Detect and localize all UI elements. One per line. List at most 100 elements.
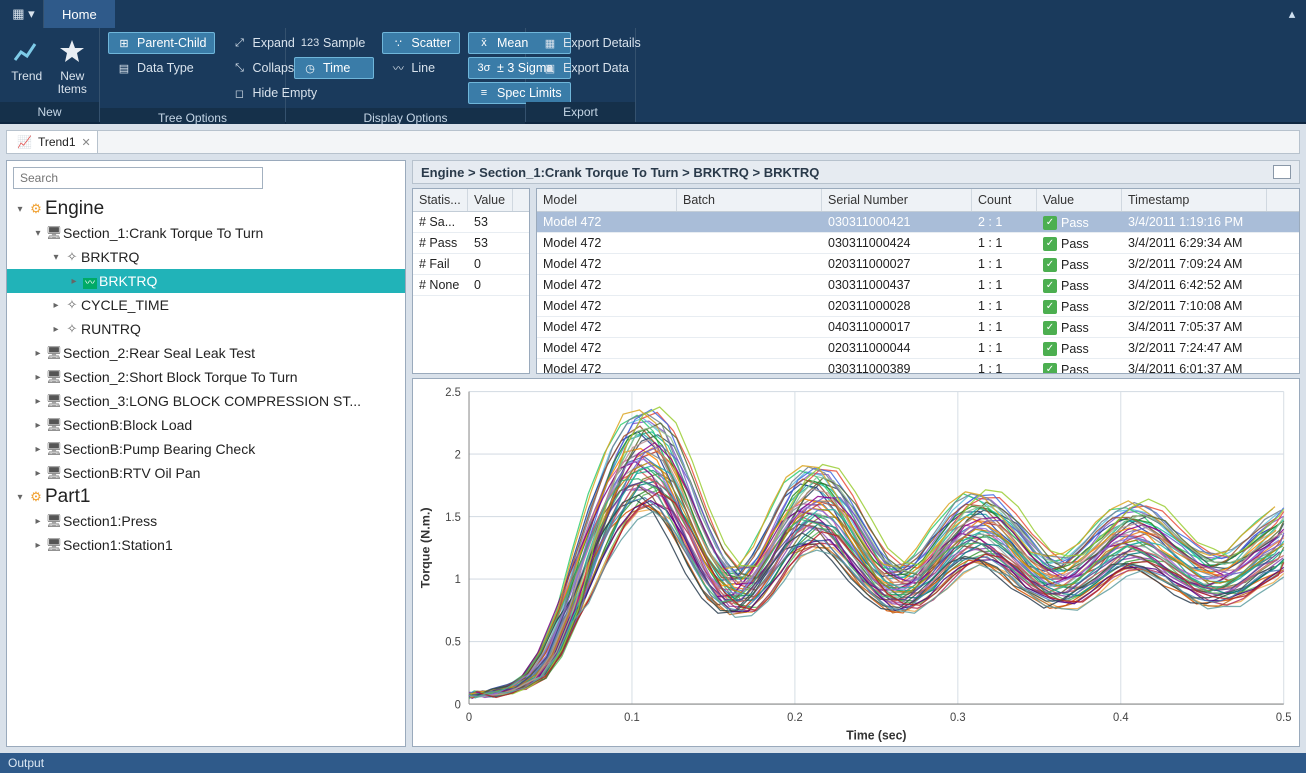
hide-icon: ◻ [232,86,246,100]
svg-text:2.5: 2.5 [445,387,461,399]
search-input[interactable] [13,167,263,189]
cell: ✓Pass [1037,340,1122,356]
group-new-label: New [0,102,99,122]
time-label: Time [323,61,350,75]
sample-label: Sample [323,36,365,50]
tree-expander[interactable]: ▾ [13,492,27,503]
close-tab-button[interactable]: ✕ [82,136,91,149]
tree-item[interactable]: ▾✧BRKTRQ [7,245,405,269]
cell: 1 : 1 [972,362,1037,373]
cell: ✓Pass [1037,298,1122,314]
table-row[interactable]: # None0 [413,275,529,296]
column-header[interactable]: Statis... [413,189,468,211]
tree-item[interactable]: ▸🖥Section1:Press [7,509,405,533]
parent-child-label: Parent-Child [137,36,206,50]
table-row[interactable]: Model 4720403110000171 : 1✓Pass3/4/2011 … [537,317,1299,338]
table-row[interactable]: Model 4720203110000281 : 1✓Pass3/2/2011 … [537,296,1299,317]
column-header[interactable]: Count [972,189,1037,211]
tree-expander[interactable]: ▸ [31,420,45,431]
tree-expander[interactable]: ▾ [31,228,45,239]
tree-item[interactable]: ▸🖥Section_2:Rear Seal Leak Test [7,341,405,365]
time-button[interactable]: ◷Time [294,57,374,79]
tree-item[interactable]: ▸〰BRKTRQ [7,269,405,293]
svg-text:0.2: 0.2 [787,712,803,724]
tree-expander[interactable]: ▸ [31,516,45,527]
tree-item[interactable]: ▾⚙Engine [7,197,405,221]
doc-tab-trend1[interactable]: 📈 Trend1 ✕ [7,131,98,153]
check-icon: ✓ [1043,279,1057,293]
data-type-button[interactable]: ▤Data Type [108,57,215,79]
restore-window-button[interactable] [1273,165,1291,179]
sample-button[interactable]: 123Sample [294,32,374,54]
tree-item[interactable]: ▸✧CYCLE_TIME [7,293,405,317]
tree-expander[interactable]: ▸ [31,372,45,383]
column-header[interactable]: Timestamp [1122,189,1267,211]
workspace: 📈 Trend1 ✕ ▾⚙Engine▾🖥Section_1:Crank Tor… [0,124,1306,753]
parent-child-button[interactable]: ⊞Parent-Child [108,32,215,54]
cell: 53 [468,236,513,250]
column-header[interactable]: Value [1037,189,1122,211]
export-details-label: Export Details [563,36,641,50]
line-button[interactable]: 〰Line [382,57,460,79]
tree-node-label: BRKTRQ [99,273,157,289]
column-header[interactable]: Value [468,189,513,211]
doc-tab-label: Trend1 [38,135,76,149]
tree-item[interactable]: ▸✧RUNTRQ [7,317,405,341]
table-row[interactable]: Model 4720303110003891 : 1✓Pass3/4/2011 … [537,359,1299,373]
table-row[interactable]: Model 4720203110000271 : 1✓Pass3/2/2011 … [537,254,1299,275]
tree-expander[interactable]: ▸ [67,276,81,287]
tree-item[interactable]: ▸🖥SectionB:Block Load [7,413,405,437]
tree-expander[interactable]: ▸ [49,324,63,335]
cell: 030311000389 [822,362,972,373]
column-header[interactable]: Model [537,189,677,211]
export-data-button[interactable]: ▣Export Data [534,57,650,79]
export-details-icon: ▦ [543,36,557,50]
tree-node-icon: 🖥 [45,441,63,457]
column-header[interactable]: Batch [677,189,822,211]
tree-expander[interactable]: ▸ [31,540,45,551]
scatter-button[interactable]: ∵Scatter [382,32,460,54]
tree-expander[interactable]: ▸ [49,300,63,311]
tree-expander[interactable]: ▾ [49,252,63,263]
cell: 1 : 1 [972,278,1037,292]
tree-item[interactable]: ▸🖥SectionB:RTV Oil Pan [7,461,405,485]
cell: 020311000028 [822,299,972,313]
tree-item[interactable]: ▸🖥Section1:Station1 [7,533,405,557]
cell: ✓Pass [1037,277,1122,293]
tree-item[interactable]: ▸🖥Section_3:LONG BLOCK COMPRESSION ST... [7,389,405,413]
table-row[interactable]: Model 4720303110004212 : 1✓Pass3/4/2011 … [537,212,1299,233]
new-items-button[interactable]: NewItems [54,32,92,96]
tree[interactable]: ▾⚙Engine▾🖥Section_1:Crank Torque To Turn… [7,195,405,746]
tree-expander[interactable]: ▸ [31,468,45,479]
ribbon-collapse-button[interactable]: ▴ [1278,0,1306,28]
table-row[interactable]: # Sa...53 [413,212,529,233]
table-row[interactable]: Model 4720303110004371 : 1✓Pass3/4/2011 … [537,275,1299,296]
pass-badge: ✓Pass [1043,279,1089,293]
group-export-label: Export [526,102,635,122]
check-icon: ✓ [1043,258,1057,272]
table-row[interactable]: Model 4720303110004241 : 1✓Pass3/4/2011 … [537,233,1299,254]
pass-badge: ✓Pass [1043,258,1089,272]
pass-badge: ✓Pass [1043,216,1089,230]
tree-expander[interactable]: ▾ [13,204,27,215]
table-row[interactable]: Model 4720203110000441 : 1✓Pass3/2/2011 … [537,338,1299,359]
tree-item[interactable]: ▾🖥Section_1:Crank Torque To Turn [7,221,405,245]
cell: ✓Pass [1037,214,1122,230]
tree-expander[interactable]: ▸ [31,444,45,455]
table-row[interactable]: # Fail0 [413,254,529,275]
tree-item[interactable]: ▸🖥Section_2:Short Block Torque To Turn [7,365,405,389]
export-details-button[interactable]: ▦ Export Details [534,32,650,54]
tree-expander[interactable]: ▸ [31,396,45,407]
tree-node-icon: ⚙ [27,489,45,505]
cell: # None [413,278,468,292]
table-row[interactable]: # Pass53 [413,233,529,254]
tree-item[interactable]: ▾⚙Part1 [7,485,405,509]
app-menu-button[interactable]: ▦ ▾ [4,0,44,28]
tree-item[interactable]: ▸🖥SectionB:Pump Bearing Check [7,437,405,461]
column-header[interactable]: Serial Number [822,189,972,211]
tree-expander[interactable]: ▸ [31,348,45,359]
tree-node-icon: ✧ [63,297,81,313]
tab-home[interactable]: Home [44,0,115,28]
mean-label: Mean [497,36,528,50]
trend-button[interactable]: Trend [8,32,46,83]
